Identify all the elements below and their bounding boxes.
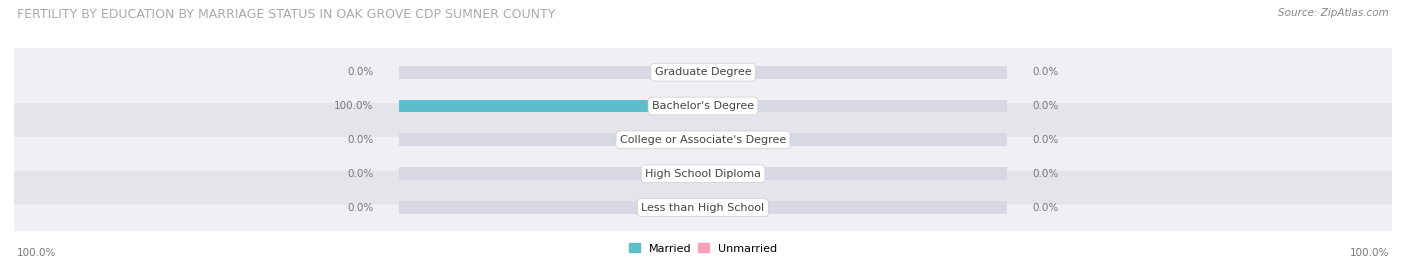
Text: College or Associate's Degree: College or Associate's Degree <box>620 135 786 145</box>
Text: 0.0%: 0.0% <box>1033 203 1059 213</box>
Bar <box>703 100 1007 112</box>
Text: 0.0%: 0.0% <box>1033 169 1059 179</box>
Bar <box>657 66 703 79</box>
Bar <box>703 133 1007 146</box>
FancyBboxPatch shape <box>11 75 1395 137</box>
Text: FERTILITY BY EDUCATION BY MARRIAGE STATUS IN OAK GROVE CDP SUMNER COUNTY: FERTILITY BY EDUCATION BY MARRIAGE STATU… <box>17 8 555 21</box>
Bar <box>703 201 749 214</box>
Bar <box>703 133 749 146</box>
Text: Source: ZipAtlas.com: Source: ZipAtlas.com <box>1278 8 1389 18</box>
Bar <box>703 201 1007 214</box>
Text: 100.0%: 100.0% <box>333 101 373 111</box>
Legend: Married, Unmarried: Married, Unmarried <box>624 239 782 258</box>
Bar <box>657 201 703 214</box>
Text: High School Diploma: High School Diploma <box>645 169 761 179</box>
Text: 0.0%: 0.0% <box>1033 135 1059 145</box>
Text: 100.0%: 100.0% <box>17 248 56 258</box>
FancyBboxPatch shape <box>11 143 1395 205</box>
Text: 0.0%: 0.0% <box>1033 67 1059 77</box>
Text: 0.0%: 0.0% <box>347 135 373 145</box>
Bar <box>657 133 703 146</box>
Text: 100.0%: 100.0% <box>1350 248 1389 258</box>
Text: Less than High School: Less than High School <box>641 203 765 213</box>
Bar <box>399 100 703 112</box>
FancyBboxPatch shape <box>11 109 1395 171</box>
Bar <box>703 66 749 79</box>
Text: Bachelor's Degree: Bachelor's Degree <box>652 101 754 111</box>
Bar <box>703 66 1007 79</box>
Text: 0.0%: 0.0% <box>347 169 373 179</box>
Bar <box>399 133 703 146</box>
Text: Graduate Degree: Graduate Degree <box>655 67 751 77</box>
Bar <box>399 201 703 214</box>
FancyBboxPatch shape <box>11 41 1395 103</box>
Bar <box>703 100 749 112</box>
Bar <box>703 167 749 180</box>
Text: 0.0%: 0.0% <box>1033 101 1059 111</box>
Text: 0.0%: 0.0% <box>347 67 373 77</box>
Bar <box>657 167 703 180</box>
Bar <box>399 167 703 180</box>
FancyBboxPatch shape <box>11 177 1395 238</box>
Bar <box>399 66 703 79</box>
Text: 0.0%: 0.0% <box>347 203 373 213</box>
Bar <box>703 167 1007 180</box>
Bar <box>399 100 703 112</box>
